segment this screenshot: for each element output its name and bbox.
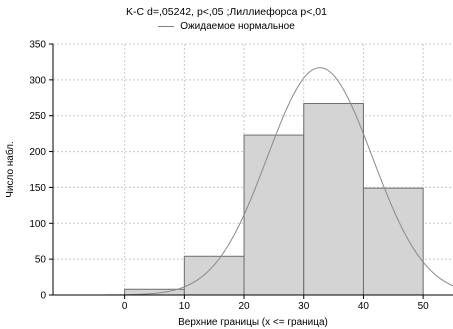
y-tick-label: 100	[29, 219, 46, 230]
bar-layer	[124, 103, 424, 296]
y-axis-label: Число набл.	[4, 141, 16, 198]
x-axis-label: Верхние границы (x <= граница)	[178, 317, 328, 328]
y-tick-label: 350	[29, 40, 46, 51]
legend-line-swatch	[158, 26, 175, 27]
x-tick-label: 30	[298, 301, 310, 312]
x-tick-label: 10	[179, 301, 191, 312]
axis-layer: 0 50 100 150 200 250 300 350 0 10 20 30 40 50	[29, 40, 453, 312]
y-tick-label: 50	[35, 255, 47, 266]
y-tick-label: 0	[40, 291, 46, 302]
x-tick-label: 50	[418, 301, 430, 312]
y-tick-label: 150	[29, 183, 46, 194]
y-tick-label: 300	[29, 75, 46, 86]
histogram-bar	[362, 187, 424, 296]
x-tick-label: 40	[358, 301, 370, 312]
chart-title: K-C d=,05242, p<,05 ;Лиллиефорса p<,01	[126, 6, 327, 18]
chart-legend: Ожидаемое нормальное	[0, 21, 453, 32]
histogram-bar	[243, 134, 305, 296]
x-tick-label: 0	[122, 301, 128, 312]
histogram-bar	[183, 255, 245, 296]
histogram-bar	[303, 103, 364, 296]
x-tick-label: 20	[238, 301, 250, 312]
y-tick-label: 250	[29, 111, 46, 122]
y-tick-label: 200	[29, 147, 46, 158]
legend-label-expected-normal: Ожидаемое нормальное	[180, 21, 295, 32]
